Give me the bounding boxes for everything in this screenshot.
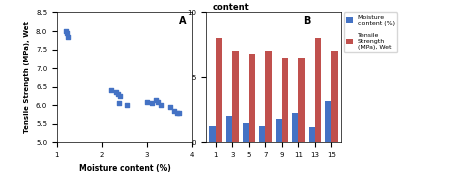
Text: Tensile Strength in wet
condition and Moisture
content: Tensile Strength in wet condition and Mo… — [213, 0, 323, 12]
Bar — [243, 123, 249, 142]
Point — [107, 89, 115, 92]
Text: A: A — [179, 16, 186, 26]
Point — [143, 100, 151, 103]
X-axis label: Moisture content (%): Moisture content (%) — [79, 164, 171, 173]
Bar — [210, 125, 216, 142]
Y-axis label: Tensile Strength (MPa), Wet: Tensile Strength (MPa), Wet — [24, 21, 30, 134]
Bar — [265, 51, 272, 142]
Point — [171, 109, 178, 112]
Bar — [249, 54, 255, 142]
Bar — [226, 116, 232, 142]
Point — [123, 104, 131, 107]
Point — [153, 98, 160, 101]
Point — [148, 102, 155, 105]
Point — [62, 30, 70, 32]
Bar — [259, 125, 265, 142]
Bar — [331, 51, 337, 142]
Point — [112, 91, 119, 94]
Point — [63, 32, 71, 34]
Bar — [282, 58, 288, 142]
Bar — [325, 101, 331, 142]
Point — [64, 35, 72, 38]
Bar — [275, 119, 282, 142]
Point — [166, 106, 173, 109]
Point — [155, 100, 162, 103]
Bar — [216, 38, 222, 142]
Point — [157, 104, 164, 107]
Bar — [298, 58, 305, 142]
Point — [115, 102, 123, 105]
Legend: Moisture
content (%), Tensile
Strength
(MPa), Wet: Moisture content (%), Tensile Strength (… — [344, 12, 397, 52]
Bar — [232, 51, 238, 142]
Point — [114, 93, 122, 96]
Bar — [315, 38, 321, 142]
Bar — [309, 127, 315, 142]
Bar — [292, 112, 298, 142]
Point — [175, 112, 182, 115]
Point — [116, 95, 124, 97]
Point — [173, 111, 180, 114]
Text: B: B — [303, 16, 311, 26]
